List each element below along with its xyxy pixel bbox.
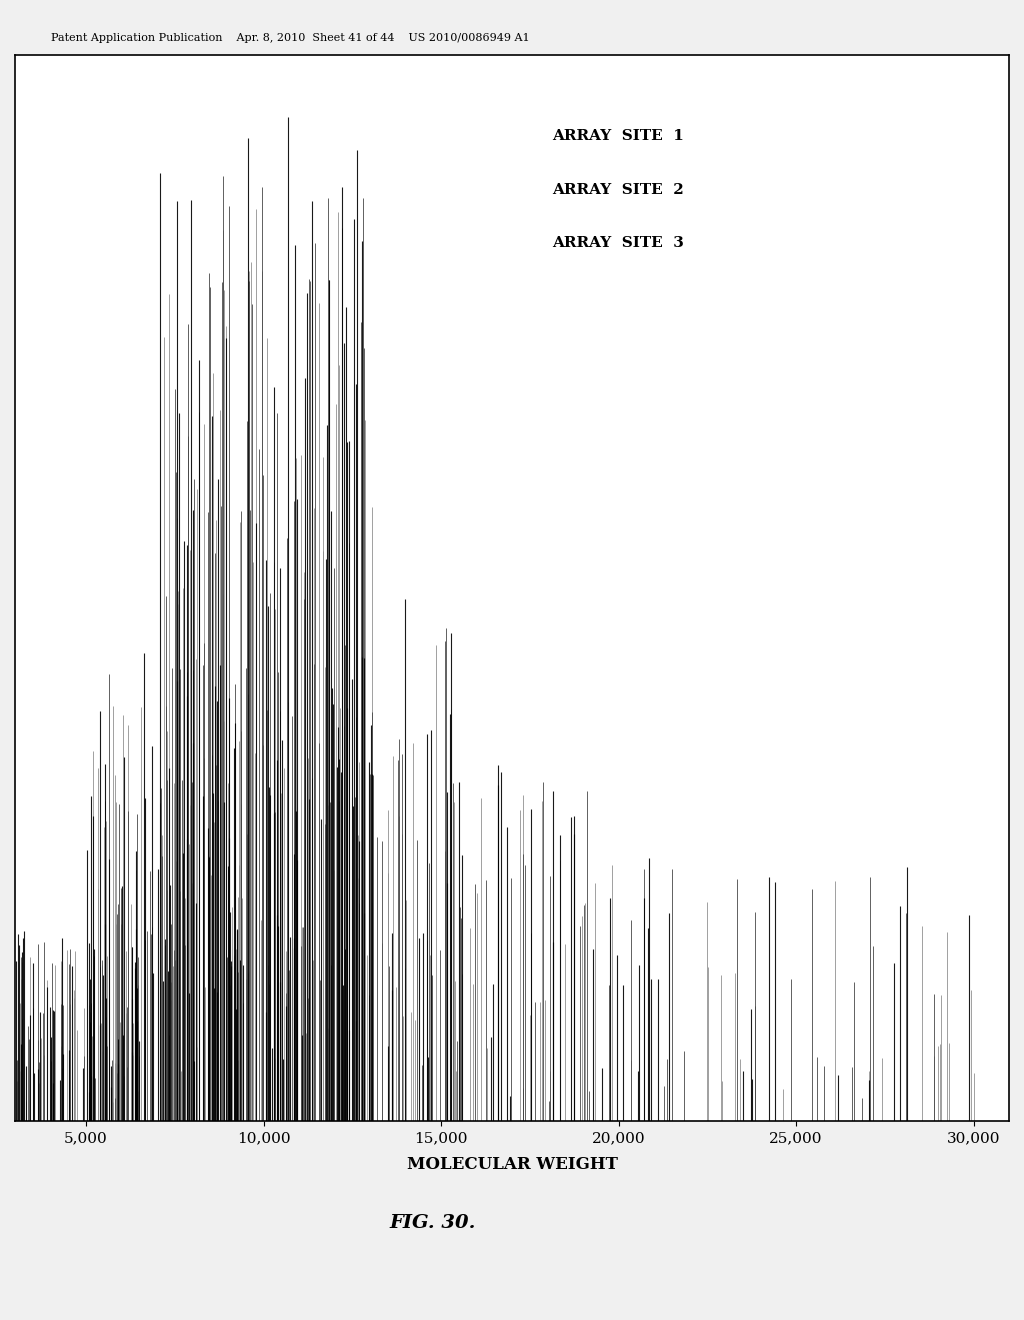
Text: ARRAY  SITE  2: ARRAY SITE 2 <box>552 182 683 197</box>
Text: FIG. 30.: FIG. 30. <box>389 1214 475 1233</box>
Text: Patent Application Publication    Apr. 8, 2010  Sheet 41 of 44    US 2010/008694: Patent Application Publication Apr. 8, 2… <box>51 33 529 44</box>
X-axis label: MOLECULAR WEIGHT: MOLECULAR WEIGHT <box>407 1156 617 1173</box>
Text: ARRAY  SITE  3: ARRAY SITE 3 <box>552 236 684 249</box>
Text: ARRAY  SITE  1: ARRAY SITE 1 <box>552 129 684 144</box>
